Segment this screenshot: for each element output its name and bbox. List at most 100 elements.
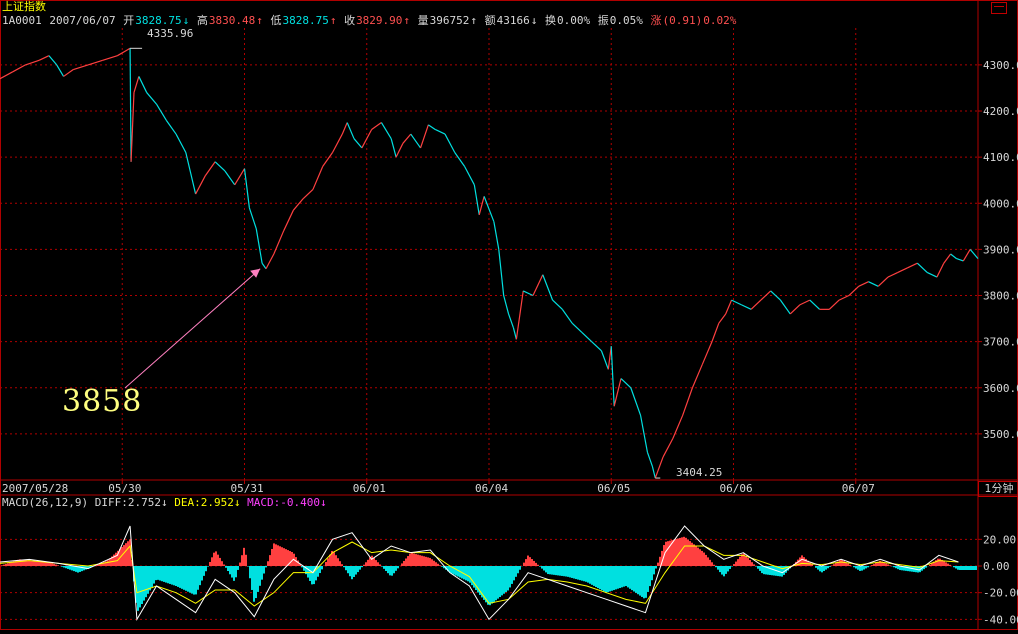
dea-line bbox=[0, 541, 959, 607]
price-segment-2 bbox=[12, 64, 26, 73]
price-segment-24 bbox=[224, 170, 236, 186]
price-segment-102 bbox=[858, 281, 869, 287]
price-segment-41 bbox=[361, 129, 373, 149]
time-tick-label-1: 05/30 bbox=[108, 482, 141, 495]
price-segment-26 bbox=[243, 168, 250, 208]
price-segment-16 bbox=[146, 92, 157, 105]
price-tick-label-1: 3600.00 bbox=[983, 382, 1018, 395]
price-segment-53 bbox=[464, 166, 475, 186]
price-segment-43 bbox=[380, 122, 392, 140]
price-segment-13 bbox=[130, 92, 135, 162]
price-segment-100 bbox=[838, 294, 850, 301]
price-segment-52 bbox=[454, 152, 466, 167]
change-label: 涨 bbox=[650, 14, 662, 27]
amount-value: 43166 bbox=[496, 14, 530, 27]
price-segment-20 bbox=[185, 152, 197, 195]
price-segment-61 bbox=[512, 327, 517, 340]
close-arrow-icon: ↑ bbox=[403, 14, 411, 27]
price-segment-65 bbox=[542, 274, 554, 301]
low-label: 低 bbox=[270, 14, 282, 27]
time-tick-label-5: 06/05 bbox=[597, 482, 630, 495]
price-tick-label-7: 4200.00 bbox=[983, 105, 1018, 118]
price-segment-5 bbox=[48, 55, 58, 66]
open-arrow-icon: ↓ bbox=[182, 14, 190, 27]
low-price-marker-label: 3404.25 bbox=[676, 466, 723, 479]
annotation-3858: 3858 bbox=[62, 384, 143, 419]
price-segment-96 bbox=[799, 299, 811, 306]
price-segment-30 bbox=[265, 253, 275, 270]
price-segment-37 bbox=[331, 133, 343, 153]
price-segment-57 bbox=[493, 221, 500, 250]
price-segment-84 bbox=[691, 364, 703, 388]
quote-date: 2007/06/07 bbox=[49, 14, 116, 27]
time-tick-label-3: 06/01 bbox=[353, 482, 386, 495]
price-segment-81 bbox=[662, 438, 674, 458]
price-segment-66 bbox=[552, 299, 563, 310]
annotation-arrow-head bbox=[250, 268, 261, 278]
diff-value: 2.752 bbox=[127, 496, 161, 509]
price-segment-62 bbox=[515, 290, 524, 340]
macd-tick-label-2: -20.00 bbox=[983, 587, 1018, 600]
time-tick-label-2: 05/31 bbox=[231, 482, 264, 495]
price-tick-label-4: 3900.00 bbox=[983, 243, 1018, 256]
high-price-marker-label: 4335.96 bbox=[147, 27, 194, 40]
stock-code: 1A0001 bbox=[2, 14, 42, 27]
close-label: 收 bbox=[344, 14, 356, 27]
price-segment-44 bbox=[390, 138, 397, 158]
price-tick-label-3: 3800.00 bbox=[983, 290, 1018, 303]
price-segment-106 bbox=[897, 267, 908, 273]
price-segment-21 bbox=[195, 175, 206, 195]
price-segment-1 bbox=[0, 71, 14, 80]
price-segment-23 bbox=[214, 161, 226, 172]
window-minimize-icon[interactable] bbox=[991, 2, 1007, 14]
price-segment-99 bbox=[828, 299, 840, 310]
price-segment-7 bbox=[63, 69, 74, 77]
price-segment-46 bbox=[402, 133, 412, 144]
price-segment-79 bbox=[651, 466, 656, 479]
price-segment-42 bbox=[371, 122, 382, 130]
price-tick-label-8: 4300.00 bbox=[983, 59, 1018, 72]
price-segment-105 bbox=[887, 271, 899, 278]
price-segment-71 bbox=[600, 350, 609, 370]
price-segment-95 bbox=[789, 304, 801, 315]
price-segment-68 bbox=[571, 322, 583, 333]
price-segment-73 bbox=[610, 346, 615, 407]
macd-tick-label-0: 20.00 bbox=[983, 533, 1016, 546]
price-tick-label-2: 3700.00 bbox=[983, 336, 1018, 349]
price-segment-38 bbox=[341, 122, 348, 135]
turnover-label: 换 bbox=[545, 14, 557, 27]
amount-arrow-icon: ↓ bbox=[530, 14, 538, 27]
low-value: 3828.75 bbox=[282, 14, 329, 27]
price-segment-50 bbox=[434, 128, 446, 135]
price-segment-69 bbox=[581, 331, 593, 343]
price-segment-86 bbox=[711, 322, 720, 342]
price-segment-109 bbox=[926, 271, 938, 278]
open-label: 开 bbox=[123, 14, 135, 27]
price-segment-25 bbox=[234, 168, 246, 186]
high-label: 高 bbox=[196, 14, 208, 27]
price-segment-107 bbox=[907, 262, 918, 269]
price-segment-74 bbox=[613, 378, 622, 407]
volume-value: 396752 bbox=[429, 14, 470, 27]
price-segment-94 bbox=[779, 299, 791, 315]
price-segment-72 bbox=[607, 346, 612, 370]
price-segment-78 bbox=[646, 452, 653, 467]
amplitude-label: 振 bbox=[597, 14, 609, 27]
amplitude-value: 0.05% bbox=[609, 14, 643, 27]
diff-line bbox=[0, 525, 959, 621]
price-segment-19 bbox=[175, 133, 187, 153]
diff-arrow-icon: ↓ bbox=[160, 496, 168, 509]
volume-arrow-icon: ↑ bbox=[470, 14, 478, 27]
price-segment-47 bbox=[410, 133, 422, 149]
price-segment-60 bbox=[507, 313, 515, 328]
price-segment-64 bbox=[532, 274, 544, 296]
price-segment-87 bbox=[718, 313, 727, 324]
amount-label: 额 bbox=[484, 14, 496, 27]
timeframe-selector[interactable]: 1分钟 bbox=[978, 481, 1018, 497]
price-segment-49 bbox=[428, 124, 436, 130]
price-segment-80 bbox=[654, 456, 664, 479]
price-segment-112 bbox=[950, 253, 957, 260]
macd-arrow-icon: ↓ bbox=[319, 496, 327, 509]
price-segment-27 bbox=[248, 207, 257, 229]
